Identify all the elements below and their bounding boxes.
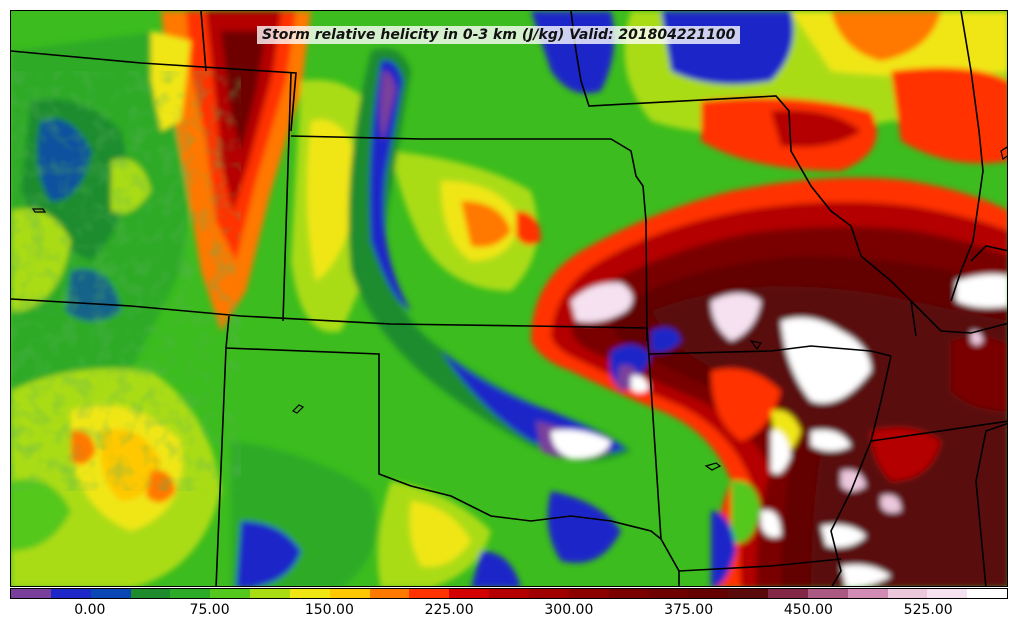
colorbar-segment: [289, 589, 330, 598]
colorbar-tick-label: 300.00: [544, 602, 594, 618]
colorbar-tick-label: 150.00: [304, 602, 354, 618]
colorbar-segment: [489, 589, 529, 598]
water-outlines: [31, 146, 1007, 471]
colorbar-segment: [528, 589, 569, 598]
colorbar-segment: [608, 589, 649, 598]
colorbar-segment: [847, 589, 888, 598]
colorbar-segment: [11, 589, 51, 598]
colorbar-segment: [250, 589, 290, 598]
colorbar-segment: [768, 589, 808, 598]
boundary-lines: [11, 11, 1007, 586]
colorbar-segment: [648, 589, 689, 598]
colorbar-tick-label: 375.00: [664, 602, 714, 618]
colorbar-segment: [329, 589, 370, 598]
map-title: Storm relative helicity in 0-3 km (J/kg)…: [257, 26, 741, 44]
colorbar-segment: [728, 589, 769, 598]
colorbar-tick-label: 450.00: [783, 602, 833, 618]
colorbar-tick-label: 0.00: [74, 602, 106, 618]
colorbar-tick-label: 525.00: [903, 602, 953, 618]
field-texture: [11, 71, 241, 491]
helicity-map: [11, 11, 1007, 586]
colorbar-segment: [807, 589, 848, 598]
colorbar-segment: [50, 589, 91, 598]
map-panel: Storm relative helicity in 0-3 km (J/kg)…: [10, 10, 1008, 587]
colorbar-segment: [568, 589, 609, 598]
colorbar: [10, 588, 1008, 599]
colorbar-tick-labels: 0.00 75.00 150.00 225.00 300.00 375.00 450.00 5…: [0, 602, 1018, 624]
colorbar-segment: [409, 589, 450, 598]
colorbar-segment: [449, 589, 490, 598]
colorbar-segment: [210, 589, 251, 598]
colorbar-tick-label: 225.00: [424, 602, 474, 618]
colorbar-segment: [90, 589, 131, 598]
colorbar-segment: [688, 589, 729, 598]
colorbar-segment: [887, 589, 928, 598]
colorbar-segment: [927, 589, 968, 598]
colorbar-segment: [170, 589, 211, 598]
colorbar-segment: [967, 589, 1007, 598]
colorbar-segment: [130, 589, 171, 598]
colorbar-tick-label: 75.00: [189, 602, 230, 618]
colorbar-segment: [369, 589, 410, 598]
